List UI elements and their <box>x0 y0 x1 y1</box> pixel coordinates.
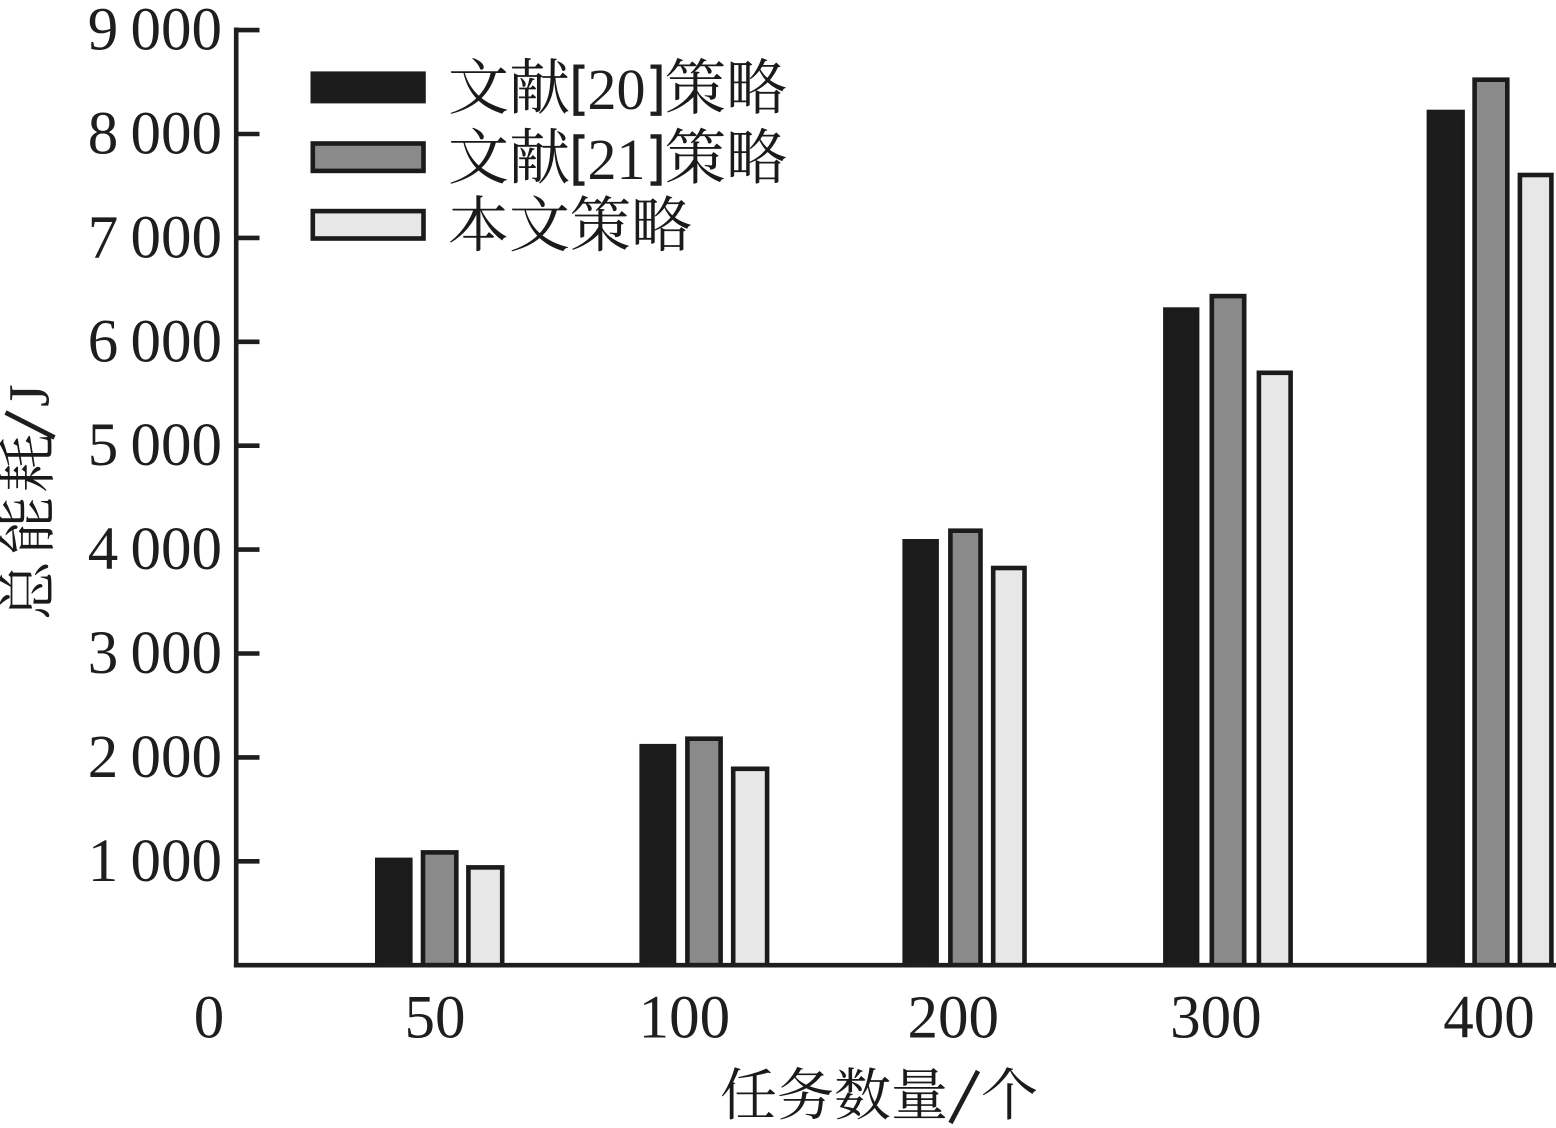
svg-text:7 000: 7 000 <box>88 204 222 271</box>
svg-text:400: 400 <box>1443 985 1535 1052</box>
svg-text:8 000: 8 000 <box>88 101 222 168</box>
svg-text:20: 20 <box>588 57 646 122</box>
svg-text:6 000: 6 000 <box>88 308 222 375</box>
svg-text:2 000: 2 000 <box>88 724 222 791</box>
svg-text:200: 200 <box>907 985 999 1052</box>
svg-text:0: 0 <box>194 985 225 1052</box>
svg-text:J: J <box>0 384 61 407</box>
svg-text:5 000: 5 000 <box>88 412 222 479</box>
svg-text:4 000: 4 000 <box>88 516 222 583</box>
svg-text:50: 50 <box>405 985 466 1052</box>
svg-text:300: 300 <box>1170 985 1262 1052</box>
svg-text:9 000: 9 000 <box>88 0 222 64</box>
svg-text:1 000: 1 000 <box>88 828 222 895</box>
svg-text:21: 21 <box>588 127 646 192</box>
svg-text:3 000: 3 000 <box>88 620 222 687</box>
svg-text:100: 100 <box>639 985 731 1052</box>
